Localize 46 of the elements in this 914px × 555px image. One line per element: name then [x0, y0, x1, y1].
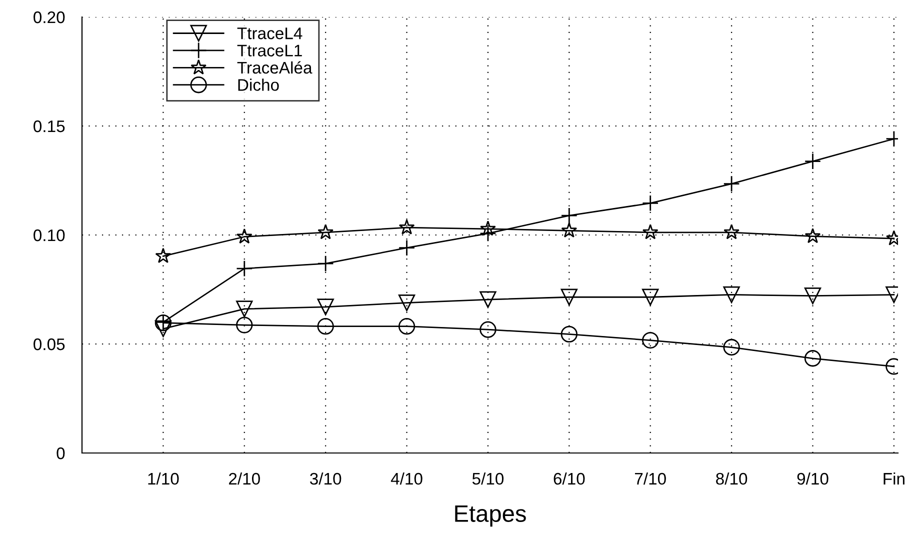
point: [317, 298, 334, 316]
y-tick-label: 0.15: [34, 120, 65, 132]
point: [155, 248, 172, 264]
x-tick-label: 1/10: [148, 472, 179, 485]
y-tick-label: 0.05: [34, 338, 65, 350]
legend-label: TraceAléa: [237, 61, 312, 74]
legend-label: Dicho: [238, 78, 279, 91]
point: [560, 288, 578, 306]
x-tick-label: Fin: [884, 472, 904, 485]
point: [804, 350, 822, 367]
legend-label: TtraceL1: [237, 44, 302, 56]
point: [236, 228, 252, 244]
point: [480, 220, 496, 236]
y-tick-label: 0.20: [34, 11, 65, 24]
y-tick-label: 0.10: [34, 229, 65, 242]
point: [236, 316, 253, 334]
y-tick-label: 0: [56, 447, 65, 460]
x-tick-label: 7/10: [634, 472, 666, 485]
point: [642, 332, 659, 349]
point: [560, 326, 578, 343]
x-tick-label: 9/10: [797, 472, 828, 485]
point: [804, 287, 822, 304]
point: [642, 224, 658, 240]
x-tick-label: 8/10: [716, 472, 748, 485]
x-tick-label: 6/10: [554, 472, 585, 485]
point: [154, 320, 172, 338]
point: [398, 318, 416, 335]
point: [318, 224, 334, 240]
point: [723, 286, 740, 304]
x-tick-label: 2/10: [229, 472, 260, 485]
point: [398, 219, 415, 234]
point: [480, 321, 496, 338]
x-tick-label: 5/10: [472, 472, 504, 485]
point: [804, 228, 821, 244]
legend-label: TtraceL4: [237, 28, 302, 40]
point: [236, 300, 253, 318]
point: [723, 338, 740, 356]
point: [642, 288, 659, 306]
x-tick-label: 3/10: [310, 472, 342, 485]
point: [561, 222, 578, 238]
point: [724, 224, 740, 240]
point: [398, 294, 416, 312]
point: [317, 318, 334, 335]
point: [480, 291, 496, 308]
x-tick-label: 4/10: [390, 472, 422, 485]
x-axis-title: Etapes: [455, 506, 526, 527]
